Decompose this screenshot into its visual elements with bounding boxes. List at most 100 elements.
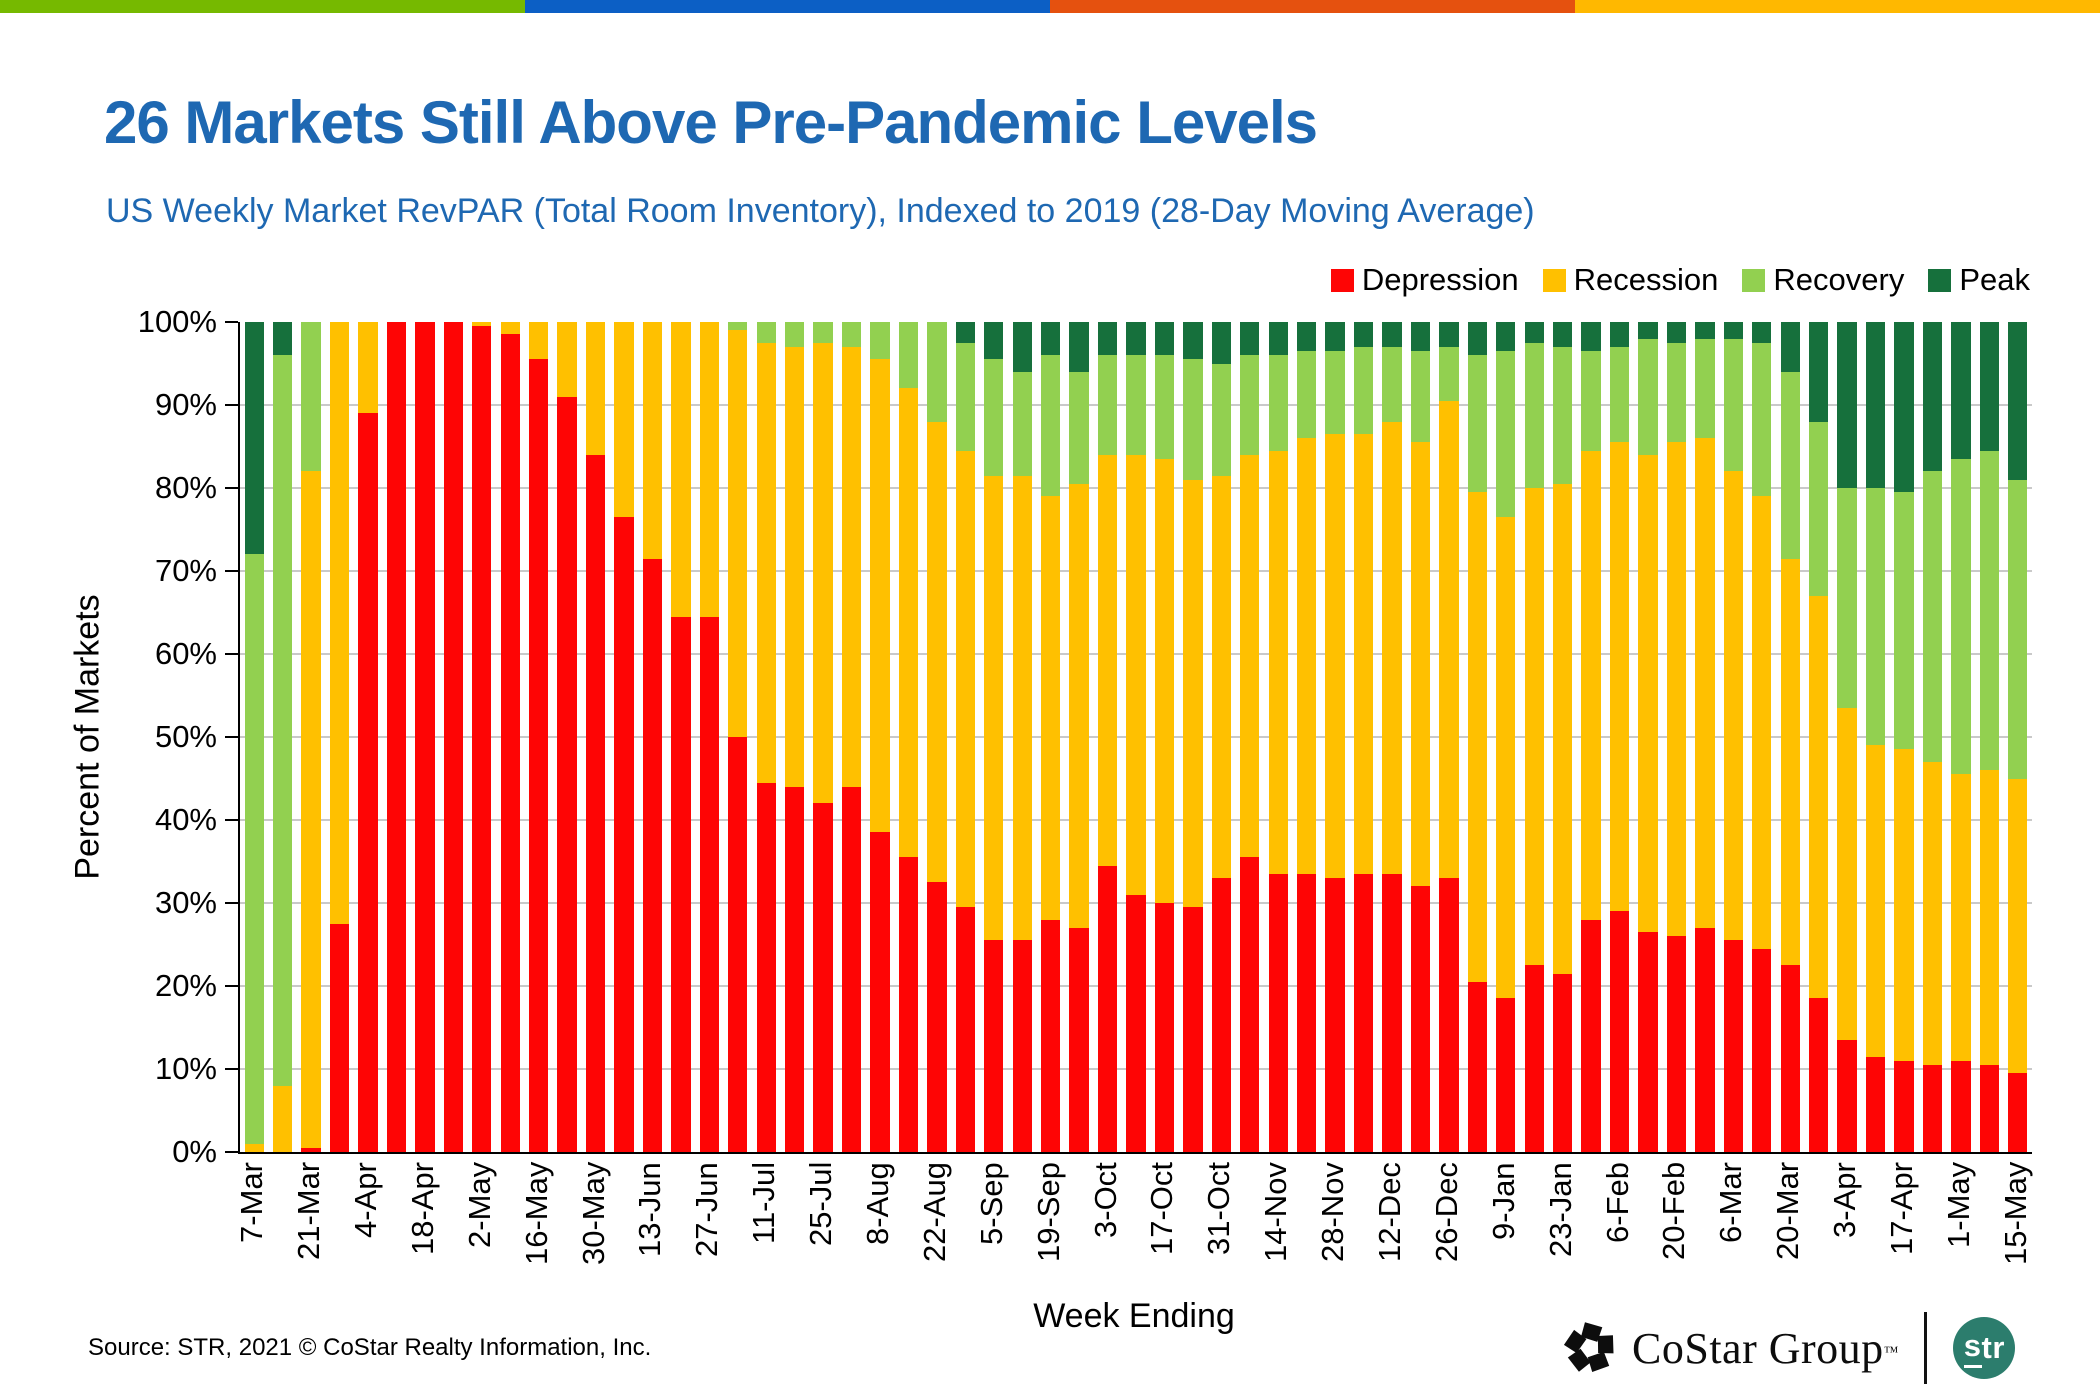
bar-10-Apr (1865, 322, 1886, 1152)
segment-depression (1040, 919, 1061, 1152)
segment-recovery (301, 322, 321, 472)
segment-recession (1951, 774, 1971, 1061)
x-tick-label: 21-Mar (291, 1162, 327, 1261)
costar-logo-text: CoStar Group™ (1632, 1323, 1899, 1373)
segment-depression (1638, 932, 1658, 1152)
bar-15-May (2008, 322, 2028, 1152)
segment-depression (756, 782, 776, 1152)
segment-recovery (1951, 458, 1971, 775)
segment-peak (1808, 322, 1829, 422)
segment-recovery (1524, 342, 1544, 488)
y-tick-mark-10% (225, 1068, 238, 1070)
segment-depression (1069, 927, 1089, 1152)
segment-depression (870, 832, 890, 1152)
segment-peak (1752, 322, 1772, 343)
segment-recovery (1382, 346, 1402, 422)
bar-6-Mar (1723, 322, 1743, 1152)
segment-depression (1097, 865, 1118, 1152)
segment-recession (1695, 438, 1715, 928)
segment-recovery (1097, 355, 1118, 455)
x-tick-label: 11-Jul (746, 1162, 782, 1245)
segment-recession (1296, 438, 1317, 874)
segment-peak (1524, 322, 1544, 343)
y-tick-label: 0% (172, 1134, 217, 1169)
bar-20-Mar (1780, 322, 1800, 1152)
x-tick-label: 12-Dec (1372, 1162, 1407, 1262)
bar-15-Aug (898, 322, 919, 1152)
legend-item-recovery: Recovery (1742, 262, 1904, 298)
segment-depression (1325, 878, 1345, 1152)
segment-recession (1325, 434, 1345, 879)
y-tick-mark-30% (225, 902, 238, 904)
segment-recession (1524, 488, 1544, 966)
x-tick-label: 31-Oct (1201, 1162, 1237, 1256)
segment-recession (728, 330, 748, 737)
segment-recovery (728, 322, 748, 331)
segment-recovery (1439, 346, 1459, 401)
segment-depression (1752, 948, 1772, 1152)
bar-20-Feb (1666, 322, 1687, 1152)
segment-recovery (1695, 338, 1715, 439)
segment-depression (1240, 857, 1260, 1152)
segment-recession (1865, 745, 1886, 1057)
y-tick-label: 40% (154, 802, 217, 837)
x-tick-label: 17-Apr (1884, 1162, 1919, 1256)
segment-peak (984, 322, 1004, 360)
bar-13-Jun (642, 322, 663, 1152)
segment-peak (1467, 322, 1487, 356)
segment-recession (813, 342, 833, 804)
segment-recession (1268, 450, 1288, 874)
segment-recession (1638, 454, 1658, 933)
x-tick-label: 1-May (1940, 1162, 1976, 1249)
bar-13-Mar (1752, 322, 1772, 1152)
bar-8-Aug (870, 322, 890, 1152)
segment-recession (984, 475, 1004, 941)
segment-recovery (984, 359, 1004, 476)
segment-depression (955, 907, 975, 1152)
segment-recession (699, 322, 719, 617)
segment-recession (898, 388, 919, 858)
bar-23-May (557, 322, 577, 1152)
segment-recovery (1723, 338, 1743, 472)
segment-peak (1496, 322, 1516, 352)
segment-recession (1752, 496, 1772, 949)
segment-depression (1581, 919, 1601, 1152)
x-tick-label: 20-Mar (1770, 1162, 1806, 1261)
bar-1-May (1951, 322, 1971, 1152)
costar-shutter-icon (1563, 1322, 1614, 1373)
x-tick-label: 14-Nov (1258, 1162, 1294, 1262)
top-accent-bar (0, 0, 2100, 13)
y-tick-mark-0% (225, 1151, 238, 1153)
x-tick-label: 13-Jun (632, 1162, 668, 1257)
segment-recession (1353, 434, 1374, 874)
bar-16-Jan (1524, 322, 1544, 1152)
x-tick-label: 20-Feb (1656, 1162, 1692, 1261)
segment-recession (1581, 450, 1601, 920)
bar-28-Nov (1325, 322, 1345, 1152)
x-tick-label: 28-Nov (1315, 1162, 1351, 1262)
segment-recession (272, 1085, 293, 1152)
segment-recovery (1126, 355, 1146, 455)
segment-depression (1467, 981, 1487, 1152)
segment-peak (1922, 322, 1943, 472)
segment-peak (1240, 322, 1260, 356)
segment-depression (927, 882, 947, 1152)
segment-recovery (1808, 421, 1829, 596)
legend-swatch-peak (1928, 268, 1952, 292)
bar-30-Jan (1581, 322, 1601, 1152)
segment-recovery (1638, 338, 1658, 455)
segment-peak (1012, 322, 1032, 372)
segment-depression (528, 359, 549, 1152)
y-tick-mark-100% (225, 321, 238, 323)
segment-peak (1552, 322, 1573, 347)
x-tick-label: 26-Dec (1428, 1162, 1464, 1262)
bar-4-Apr (358, 322, 378, 1152)
plot-area: 0% 10% 20% 30% 40% 50% 60% 70% 80% 90% 100% 7-Mar 21… (138, 306, 2033, 1266)
segment-depression (1211, 878, 1231, 1152)
segment-recovery (927, 322, 947, 422)
segment-peak (1268, 322, 1288, 356)
segment-peak (1439, 322, 1459, 347)
segment-recession (1979, 770, 1999, 1065)
legend-item-recession: Recession (1542, 262, 1718, 298)
segment-recession (1240, 454, 1260, 858)
